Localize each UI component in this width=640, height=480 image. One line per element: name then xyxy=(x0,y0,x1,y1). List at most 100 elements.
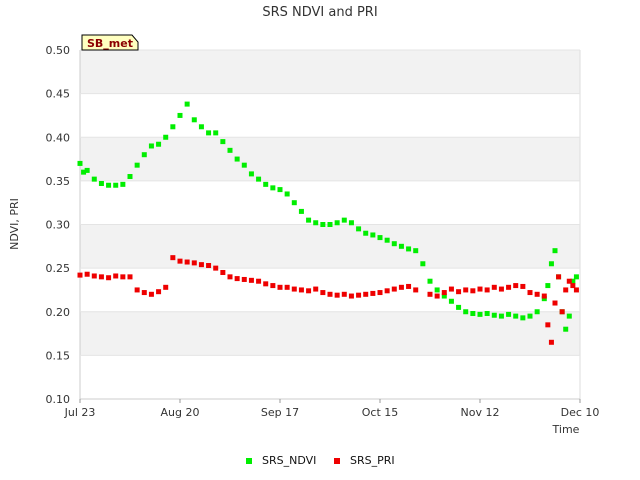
data-point xyxy=(570,278,576,284)
data-point xyxy=(291,286,297,292)
grid-band xyxy=(80,224,580,269)
data-point xyxy=(313,286,319,292)
data-point xyxy=(177,112,183,118)
data-point xyxy=(556,274,562,280)
data-point xyxy=(270,185,276,191)
y-tick-label: 0.15 xyxy=(46,349,71,362)
badge: SB_met xyxy=(81,34,139,51)
data-point xyxy=(170,255,176,261)
data-point xyxy=(456,304,462,310)
data-point xyxy=(477,311,483,317)
y-tick-label: 0.25 xyxy=(46,262,71,275)
data-point xyxy=(234,156,240,162)
data-point xyxy=(559,309,565,315)
data-point xyxy=(213,265,219,271)
data-point xyxy=(277,284,283,290)
y-tick-label: 0.35 xyxy=(46,175,71,188)
grid-band xyxy=(80,137,580,181)
grid-band xyxy=(80,50,580,94)
data-point xyxy=(406,283,412,289)
data-point xyxy=(320,222,326,227)
series-srs-ndvi xyxy=(77,101,579,332)
legend-swatch-ndvi xyxy=(246,458,252,464)
data-point xyxy=(513,313,519,319)
data-point xyxy=(552,248,558,254)
data-point xyxy=(163,134,169,140)
data-point xyxy=(106,182,112,188)
data-point xyxy=(234,276,240,282)
data-point xyxy=(527,290,533,296)
data-point xyxy=(256,278,262,284)
data-point xyxy=(98,274,104,280)
data-point xyxy=(77,272,83,278)
data-point xyxy=(520,283,526,289)
data-point xyxy=(284,191,290,197)
data-point xyxy=(534,291,540,297)
y-tick-label: 0.30 xyxy=(46,219,71,232)
data-point xyxy=(263,281,269,287)
data-point xyxy=(84,271,90,277)
data-point xyxy=(141,290,147,296)
data-point xyxy=(356,226,362,232)
data-point xyxy=(134,162,140,168)
data-point xyxy=(491,284,497,290)
data-point xyxy=(84,167,90,173)
data-point xyxy=(298,287,304,293)
data-point xyxy=(470,288,476,294)
data-point xyxy=(377,290,383,296)
data-point xyxy=(370,290,376,296)
y-tick-label: 0.10 xyxy=(46,393,71,406)
data-point xyxy=(552,300,558,306)
y-axis-ticks: 0.10 0.15 0.20 0.25 0.30 0.35 0.40 0.45 0.50 xyxy=(46,44,71,406)
data-point xyxy=(384,288,390,294)
data-point xyxy=(127,274,133,280)
data-point xyxy=(270,283,276,289)
data-point xyxy=(284,284,290,290)
data-point xyxy=(484,310,490,316)
data-point xyxy=(534,309,540,315)
data-point xyxy=(248,171,254,177)
data-point xyxy=(520,315,526,321)
legend-label-ndvi: SRS_NDVI xyxy=(262,454,316,467)
data-point xyxy=(563,326,569,332)
legend-swatch-pri xyxy=(334,458,340,464)
data-point xyxy=(213,130,219,136)
data-point xyxy=(306,217,312,223)
data-point xyxy=(406,246,412,252)
data-point xyxy=(566,278,572,284)
data-point xyxy=(545,283,551,289)
data-point xyxy=(241,276,247,282)
data-point xyxy=(545,322,551,328)
data-point xyxy=(148,291,154,297)
data-point xyxy=(413,287,419,293)
data-point xyxy=(156,141,162,147)
data-point xyxy=(448,298,454,304)
grid-band xyxy=(80,311,580,356)
chart-title: SRS NDVI and PRI xyxy=(262,5,377,20)
y-tick-label: 0.50 xyxy=(46,44,71,57)
data-point xyxy=(227,274,233,280)
badge-label: SB_met xyxy=(87,37,133,50)
x-axis-ticks: Jul 23 Aug 20 Sep 17 Oct 15 Nov 12 Dec 10 xyxy=(64,398,599,419)
data-point xyxy=(327,222,333,227)
data-point xyxy=(298,208,304,214)
data-point xyxy=(356,292,362,298)
data-point xyxy=(570,283,576,289)
data-point xyxy=(384,237,390,243)
data-points xyxy=(77,101,579,345)
y-axis-label: NDVI, PRI xyxy=(8,198,21,250)
data-point xyxy=(506,284,512,290)
data-point xyxy=(573,287,579,293)
data-point xyxy=(313,220,319,226)
data-point xyxy=(227,147,233,153)
data-point xyxy=(306,288,312,294)
data-point xyxy=(348,220,354,226)
data-point xyxy=(491,312,497,318)
data-point xyxy=(566,313,572,319)
data-point xyxy=(220,139,226,145)
data-point xyxy=(206,263,212,269)
data-point xyxy=(113,182,119,188)
data-point xyxy=(91,176,97,182)
data-point xyxy=(263,181,269,187)
